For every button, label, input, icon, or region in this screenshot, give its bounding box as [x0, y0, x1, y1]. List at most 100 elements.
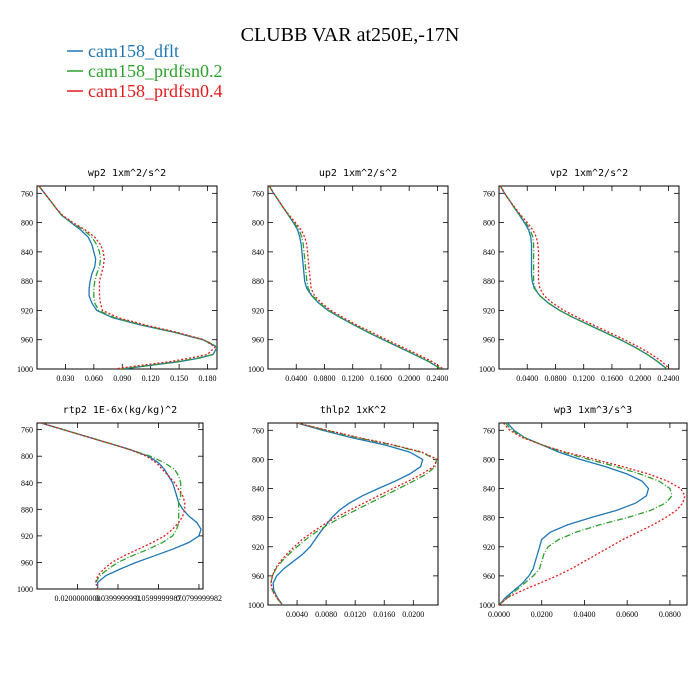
xtick-label-2-4: 0.2000 — [629, 374, 651, 383]
xtick-label-0-4: 0.150 — [170, 374, 188, 383]
series-line-4-0 — [272, 423, 424, 605]
panel-frame-4 — [267, 422, 439, 606]
legend: cam158_dfltcam158_prdfsn0.2cam158_prdfsn… — [67, 41, 222, 101]
panel-2: vp2 1xm^2/s^2 760 800 840 880 920 960 1000 0.040… — [479, 168, 680, 383]
panel-5: wp3 1xm^3/s^3 760 800 840 880 920 960 10000.000… — [479, 405, 688, 619]
ytick-label-3-3: 880 — [21, 505, 33, 514]
xtick-label-2-3: 0.1600 — [601, 374, 623, 383]
legend-label-1: cam158_prdfsn0.2 — [88, 61, 222, 81]
ytick-label-3-1: 800 — [21, 452, 33, 461]
xtick-label-5-2: 0.0400 — [573, 610, 595, 619]
ytick-label-3-5: 960 — [21, 558, 33, 567]
panel-1: up2 1xm^2/s^2 760 800 840 880 920 960 1000 0.040… — [248, 168, 449, 383]
xtick-label-3-1: 0.0399999991 — [95, 594, 141, 603]
xtick-label-1-5: 0.2400 — [426, 374, 448, 383]
panel-frame-0 — [36, 185, 218, 370]
panel-frame-3 — [36, 422, 204, 590]
panel-title-4: thlp2 1xK^2 — [320, 405, 386, 416]
ytick-label-4-5: 960 — [252, 572, 264, 581]
series-line-1-2 — [268, 186, 444, 369]
ytick-label-0-4: 920 — [21, 306, 33, 315]
ytick-label-1-4: 920 — [252, 306, 264, 315]
ytick-label-4-1: 800 — [252, 455, 264, 464]
panel-frame-2 — [498, 185, 680, 370]
xtick-label-0-2: 0.090 — [113, 374, 131, 383]
panel-4: thlp2 1xK^2 760 800 840 880 920 960 1000 0.0040 0… — [248, 405, 439, 619]
ytick-label-2-3: 880 — [483, 277, 495, 286]
series-line-4-2 — [270, 423, 438, 605]
panel-frame-5 — [498, 422, 688, 606]
panel-title-1: up2 1xm^2/s^2 — [319, 168, 397, 179]
ytick-label-2-2: 840 — [483, 248, 495, 257]
xtick-label-3-3: 0.0799999982 — [176, 594, 222, 603]
series-line-3-0 — [40, 423, 202, 589]
ytick-label-1-2: 840 — [252, 248, 264, 257]
series-line-2-0 — [499, 186, 668, 369]
xtick-label-0-1: 0.060 — [85, 374, 103, 383]
ytick-label-3-4: 920 — [21, 532, 33, 541]
ytick-label-5-4: 920 — [483, 543, 495, 552]
xtick-label-1-3: 0.1600 — [370, 374, 392, 383]
ytick-label-2-6: 1000 — [479, 365, 495, 374]
xtick-label-2-2: 0.1200 — [573, 374, 595, 383]
ytick-label-3-2: 840 — [21, 479, 33, 488]
ytick-label-2-1: 800 — [483, 219, 495, 228]
ytick-label-0-2: 840 — [21, 248, 33, 257]
ytick-label-5-0: 760 — [483, 426, 495, 435]
xtick-label-1-0: 0.0400 — [285, 374, 307, 383]
ytick-label-1-6: 1000 — [248, 365, 264, 374]
xtick-label-2-5: 0.2400 — [657, 374, 679, 383]
xtick-label-0-3: 0.120 — [142, 374, 160, 383]
series-line-1-0 — [268, 186, 442, 369]
xtick-label-1-1: 0.0800 — [313, 374, 335, 383]
ytick-label-0-3: 880 — [21, 277, 33, 286]
xtick-label-5-0: 0.0000 — [488, 610, 510, 619]
ytick-label-5-2: 840 — [483, 485, 495, 494]
series-line-0-0 — [38, 186, 217, 369]
panel-3: rtp2 1E-6x(kg/kg)^2 760 800 840 880 920 960 100… — [17, 405, 222, 603]
ytick-label-4-0: 760 — [252, 426, 264, 435]
series-line-3-2 — [40, 423, 186, 589]
ytick-label-3-0: 760 — [21, 426, 33, 435]
xtick-label-5-4: 0.0800 — [659, 610, 681, 619]
xtick-label-2-1: 0.0800 — [544, 374, 566, 383]
series-line-1-1 — [268, 186, 442, 369]
xtick-label-5-3: 0.0600 — [616, 610, 638, 619]
ytick-label-5-1: 800 — [483, 455, 495, 464]
xtick-label-4-2: 0.0120 — [344, 610, 366, 619]
panel-frame-1 — [267, 185, 449, 370]
xtick-label-4-3: 0.0160 — [373, 610, 395, 619]
xtick-label-0-0: 0.030 — [56, 374, 74, 383]
panel-title-2: vp2 1xm^2/s^2 — [550, 168, 628, 179]
xtick-label-2-0: 0.0400 — [516, 374, 538, 383]
figure-title: CLUBB VAR at250E,-17N — [241, 24, 460, 46]
series-line-4-1 — [270, 423, 438, 605]
ytick-label-2-4: 920 — [483, 306, 495, 315]
ytick-label-1-3: 880 — [252, 277, 264, 286]
series-line-2-2 — [499, 186, 671, 369]
series-line-5-0 — [499, 423, 650, 605]
ytick-label-2-5: 960 — [483, 336, 495, 345]
xtick-label-3-2: 0.0599999987 — [135, 594, 181, 603]
ytick-label-1-5: 960 — [252, 336, 264, 345]
panel-title-5: wp3 1xm^3/s^3 — [554, 405, 632, 416]
ytick-label-5-3: 880 — [483, 514, 495, 523]
xtick-label-4-4: 0.0200 — [402, 610, 424, 619]
xtick-label-1-4: 0.2000 — [398, 374, 420, 383]
panels: wp2 1xm^2/s^2 760 800 840 880 920 960 1000 0.030… — [17, 168, 688, 619]
legend-label-2: cam158_prdfsn0.4 — [88, 81, 222, 101]
ytick-label-1-0: 760 — [252, 189, 264, 198]
series-line-0-1 — [38, 186, 217, 369]
ytick-label-0-0: 760 — [21, 189, 33, 198]
ytick-label-2-0: 760 — [483, 189, 495, 198]
series-line-2-1 — [499, 186, 668, 369]
series-line-0-2 — [38, 186, 217, 369]
ytick-label-5-5: 960 — [483, 572, 495, 581]
ytick-label-0-6: 1000 — [17, 365, 33, 374]
ytick-label-0-1: 800 — [21, 219, 33, 228]
ytick-label-3-6: 1000 — [17, 585, 33, 594]
ytick-label-4-6: 1000 — [248, 601, 264, 610]
ytick-label-4-4: 920 — [252, 543, 264, 552]
xtick-label-4-1: 0.0080 — [315, 610, 337, 619]
